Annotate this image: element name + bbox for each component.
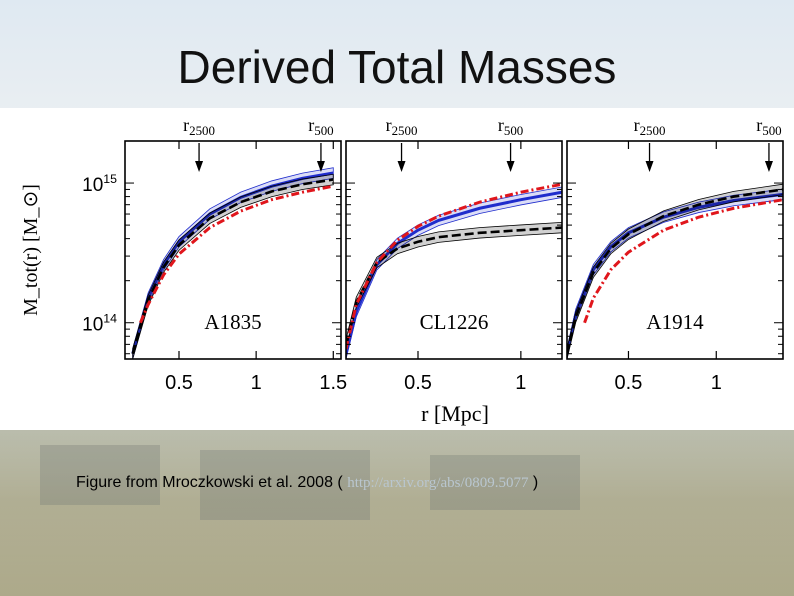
y-tick-label: 1014 <box>82 312 117 336</box>
caption-suffix: ) <box>528 474 539 491</box>
marker-arrowhead <box>506 161 515 172</box>
panel-label: A1835 <box>204 310 261 334</box>
series-line <box>346 190 562 355</box>
series-line <box>567 188 783 355</box>
marker-label: r500 <box>756 115 781 138</box>
mass-profile-chart: 0.5 1 1.5 1014 1015 r2500 r500 A1835 0.5 1 r2500 r5… <box>20 115 784 426</box>
figure-caption: Figure from Mroczkowski et al. 2008 ( ht… <box>76 474 538 492</box>
x-tick-label: 1 <box>711 372 722 394</box>
series-line <box>346 182 562 350</box>
series-line <box>139 184 334 324</box>
x-tick-label: 0.5 <box>404 372 432 394</box>
panel-frame <box>345 140 563 360</box>
background-structure <box>430 455 580 510</box>
caption-text: Figure from Mroczkowski et al. 2008 ( <box>76 474 348 491</box>
marker-label: r500 <box>498 115 523 138</box>
marker-label: r2500 <box>386 115 418 138</box>
y-axis-label: M_tot(r) [M_⊙] <box>20 184 42 316</box>
x-tick-label: 0.5 <box>165 372 193 394</box>
slide-title: Derived Total Masses <box>177 41 617 93</box>
marker-label: r2500 <box>634 115 666 138</box>
marker-arrowhead <box>645 161 654 172</box>
marker-arrowhead <box>764 161 773 172</box>
series-line <box>131 178 334 355</box>
panel-label: A1914 <box>646 310 704 334</box>
background-structure <box>200 450 370 520</box>
series-band <box>132 173 334 359</box>
x-tick-label: 0.5 <box>615 372 643 394</box>
marker-arrowhead <box>316 161 325 172</box>
series-line <box>583 198 783 324</box>
background-photo <box>0 430 794 596</box>
panel-frame <box>566 140 784 360</box>
x-tick-label: 1 <box>251 372 262 394</box>
arxiv-link[interactable]: http://arxiv.org/abs/0809.5077 <box>347 475 529 491</box>
panel-label: CL1226 <box>420 310 489 334</box>
marker-arrowhead <box>397 161 406 172</box>
y-tick-label: 1015 <box>82 172 117 196</box>
marker-label: r2500 <box>183 115 215 138</box>
x-tick-label: 1 <box>515 372 526 394</box>
series-line <box>346 226 562 345</box>
marker-arrowhead <box>195 161 204 172</box>
figure: 0.5 1 1.5 1014 1015 r2500 r500 A1835 0.5 1 r2500 r5… <box>0 108 794 430</box>
series-band <box>567 183 783 359</box>
panel-frame <box>124 140 342 360</box>
x-tick-label: 1.5 <box>319 372 347 394</box>
series-band <box>346 221 562 350</box>
x-axis-label: r [Mpc] <box>421 401 489 426</box>
marker-label: r500 <box>308 115 333 138</box>
series-band <box>346 186 562 359</box>
background-structure <box>40 445 160 505</box>
